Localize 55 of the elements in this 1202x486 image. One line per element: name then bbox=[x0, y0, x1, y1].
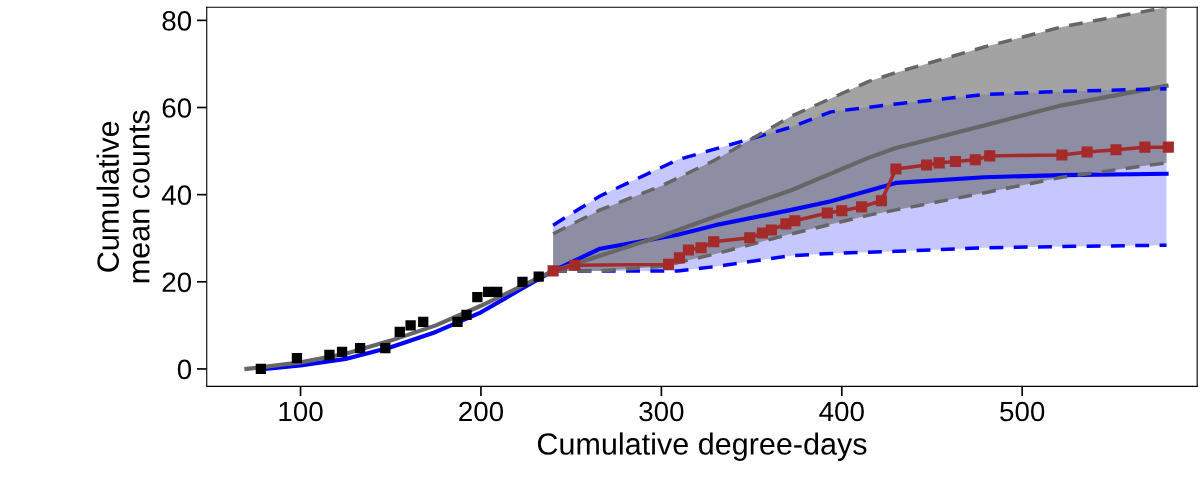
y-tick-label: 80 bbox=[162, 11, 192, 31]
point bbox=[695, 242, 707, 254]
point bbox=[756, 227, 768, 239]
point bbox=[984, 150, 996, 162]
x-tick-label: 100 bbox=[279, 401, 323, 422]
point bbox=[836, 205, 848, 217]
point bbox=[890, 163, 902, 175]
point bbox=[1162, 141, 1174, 153]
point bbox=[1081, 146, 1093, 158]
point bbox=[547, 265, 559, 277]
point bbox=[969, 154, 981, 166]
point bbox=[744, 232, 756, 244]
point bbox=[255, 363, 267, 375]
y-tick-label: 60 bbox=[162, 98, 192, 118]
point bbox=[708, 236, 720, 248]
point bbox=[682, 244, 694, 256]
point bbox=[821, 207, 833, 219]
point bbox=[324, 349, 335, 361]
x-tick-label: 400 bbox=[819, 401, 864, 422]
point bbox=[921, 159, 933, 171]
point bbox=[949, 155, 961, 168]
point bbox=[380, 342, 391, 354]
point bbox=[1139, 141, 1151, 153]
point bbox=[673, 252, 685, 264]
line-series bbox=[551, 87, 1169, 227]
x-tick-label: 500 bbox=[1000, 401, 1045, 422]
line-series bbox=[244, 83, 1169, 372]
point bbox=[533, 271, 544, 282]
point bbox=[394, 326, 405, 338]
point bbox=[418, 316, 429, 328]
y-axis-title: Cumulative mean counts bbox=[96, 110, 150, 283]
x-tick-label: 200 bbox=[459, 401, 504, 422]
point bbox=[789, 215, 801, 227]
point bbox=[765, 224, 777, 236]
x-tick-label: 300 bbox=[639, 401, 684, 422]
point bbox=[472, 291, 483, 303]
point bbox=[569, 259, 581, 271]
point bbox=[517, 276, 528, 287]
point bbox=[354, 342, 366, 354]
x-axis-title: Cumulative degree-days bbox=[537, 432, 867, 461]
y-tick-label: 20 bbox=[162, 272, 192, 293]
point bbox=[663, 258, 675, 270]
point bbox=[336, 346, 348, 358]
point bbox=[933, 157, 945, 169]
point bbox=[856, 201, 868, 213]
y-tick-label: 40 bbox=[161, 185, 192, 205]
y-tick-label: 0 bbox=[177, 359, 192, 380]
point bbox=[461, 309, 472, 321]
point bbox=[1110, 144, 1122, 156]
point bbox=[291, 352, 303, 364]
point bbox=[492, 286, 503, 297]
point bbox=[875, 195, 888, 207]
point bbox=[452, 316, 463, 328]
point bbox=[1056, 149, 1068, 161]
point bbox=[405, 320, 416, 331]
